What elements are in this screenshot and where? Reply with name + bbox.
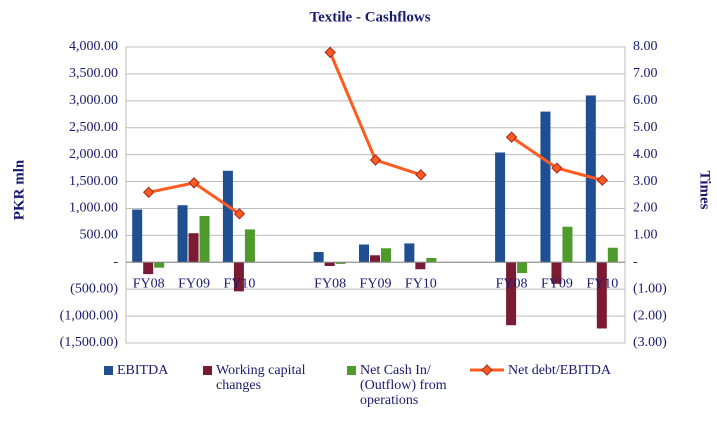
y2-tick-label: 3.00 [633, 174, 658, 189]
y2-tick-label: 7.00 [633, 66, 658, 81]
line-marker [369, 154, 382, 166]
bar [244, 229, 255, 263]
line-marker [188, 177, 200, 189]
y-tick-label: 1,000.00 [69, 201, 118, 216]
line-marker [596, 174, 609, 186]
y2-tick-label: 2.00 [633, 201, 658, 216]
y2-tick-label: 8.00 [633, 39, 658, 54]
x-tick-label: FY10 [586, 276, 618, 291]
bar [132, 209, 143, 263]
legend-swatch [347, 366, 356, 375]
y-tick-label: 4,000.00 [69, 39, 118, 54]
x-tick-label: FY08 [314, 276, 346, 291]
y-tick-label: (500.00) [70, 281, 118, 296]
y2-tick-label: (1.00) [633, 281, 667, 296]
y-tick-label: (1,500.00) [60, 335, 119, 350]
y2-axis-title: Times [697, 171, 713, 210]
y2-tick-label: (2.00) [633, 308, 667, 323]
y2-tick-label: 4.00 [633, 147, 658, 162]
y2-tick-label: (3.00) [633, 335, 667, 350]
bar [596, 262, 607, 329]
line-marker [142, 186, 155, 199]
y-tick-label: 500.00 [80, 228, 119, 243]
y2-tick-label: 1.00 [633, 228, 658, 243]
line-marker [551, 162, 563, 174]
line-marker [324, 46, 336, 59]
y-tick-label: (1,000.00) [60, 308, 119, 323]
y-axis-title: PKR mln [11, 159, 27, 220]
bar [585, 95, 596, 263]
bar [540, 111, 551, 263]
legend-swatch [470, 364, 504, 376]
y-tick-label: - [113, 254, 118, 269]
legend-label: EBITDA [117, 363, 169, 378]
bar [506, 262, 517, 326]
y-tick-label: 3,000.00 [69, 93, 118, 108]
bar [415, 262, 426, 270]
bar [517, 262, 528, 274]
y-tick-label: 2,000.00 [69, 147, 118, 162]
bar [551, 262, 562, 284]
bar [370, 255, 380, 263]
line-marker [415, 169, 427, 181]
y-tick-label: 3,500.00 [69, 66, 118, 81]
y2-tick-label: - [633, 254, 638, 269]
x-tick-label: FY08 [496, 276, 528, 291]
bar [143, 262, 154, 275]
bar [324, 262, 335, 267]
x-tick-label: FY09 [360, 276, 392, 291]
bar [426, 257, 437, 263]
x-tick-label: FY09 [541, 276, 573, 291]
bar [199, 215, 210, 263]
legend-label: Net debt/EBITDA [508, 363, 612, 378]
legend-item: Net Cash In/ (Outflow) from operations [347, 363, 457, 408]
legend-item: EBITDA [104, 363, 184, 378]
line [148, 51, 603, 216]
y2-tick-label: 5.00 [633, 120, 658, 135]
legend-label: Working capital changes [216, 363, 306, 393]
legend-swatch [104, 366, 113, 375]
bar [177, 205, 188, 263]
legend-label: Net Cash In/ (Outflow) from operations [360, 363, 447, 408]
chart-title: Textile - Cashflows [309, 9, 430, 25]
bar [359, 244, 369, 263]
x-tick-label: FY10 [223, 276, 255, 291]
bar [495, 152, 506, 263]
legend-item: Working capital changes [203, 363, 323, 393]
x-tick-label: FY09 [178, 276, 210, 291]
bar [154, 262, 165, 268]
legend-item: Net debt/EBITDA [470, 363, 630, 378]
y-tick-label: 1,500.00 [69, 174, 118, 189]
bar [607, 247, 618, 263]
x-tick-label: FY08 [133, 276, 165, 291]
bar [313, 252, 324, 263]
line-marker [505, 131, 518, 143]
bar [562, 226, 573, 263]
x-tick-label: FY10 [405, 276, 437, 291]
legend-swatch [203, 366, 212, 375]
y-tick-label: 2,500.00 [69, 120, 118, 135]
line-marker [233, 208, 246, 220]
y2-tick-label: 6.00 [633, 93, 658, 108]
plot-border [125, 46, 626, 344]
bar [222, 170, 233, 263]
bar [335, 262, 346, 264]
bar [381, 248, 391, 263]
legend-marker [481, 364, 493, 376]
bar [233, 262, 244, 292]
bar [404, 243, 415, 263]
bar [188, 233, 199, 263]
